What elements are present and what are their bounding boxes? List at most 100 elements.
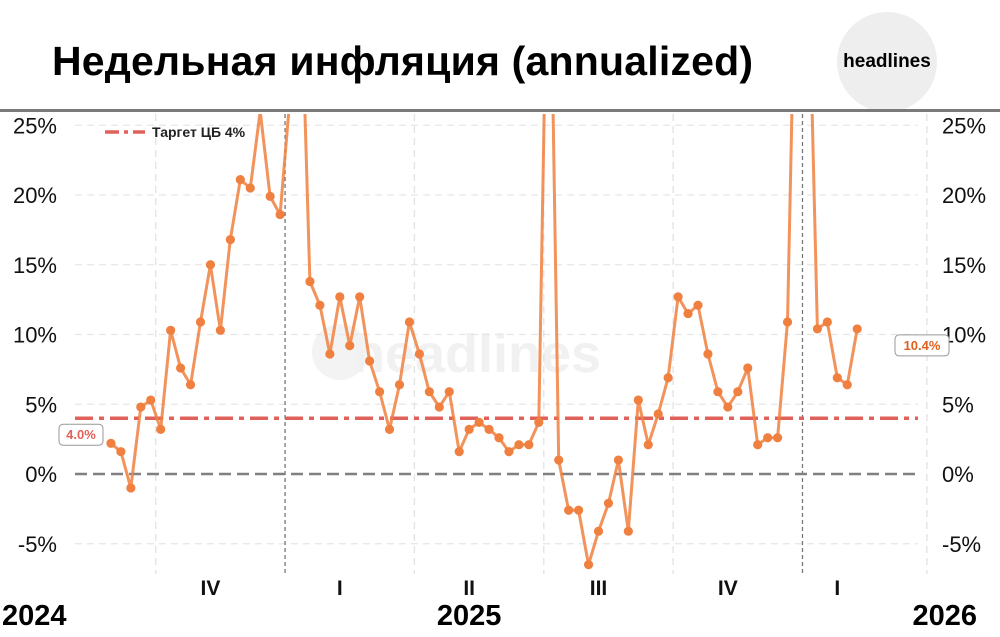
- data-point: [733, 387, 743, 397]
- data-point: [643, 440, 653, 450]
- data-point: [235, 175, 245, 185]
- data-point: [454, 447, 464, 457]
- data-point: [653, 409, 663, 419]
- data-point: [245, 183, 255, 193]
- data-point: [106, 438, 116, 448]
- data-point: [583, 560, 594, 570]
- data-point: [703, 349, 713, 359]
- watermark-text: headlines: [352, 324, 601, 384]
- data-point: [832, 373, 842, 383]
- data-point: [504, 447, 514, 457]
- data-point: [136, 402, 146, 412]
- page-title: Недельная инфляция (annualized): [52, 38, 754, 84]
- quarter-label: III: [590, 577, 608, 600]
- data-point: [842, 380, 852, 390]
- data-point: [693, 300, 703, 310]
- target-value-box: [58, 423, 104, 446]
- logo-text: headlines: [843, 51, 931, 72]
- data-point: [713, 387, 723, 397]
- data-point: [146, 395, 156, 405]
- data-point: [494, 433, 504, 443]
- data-point: [723, 402, 733, 412]
- data-point: [554, 455, 564, 465]
- data-point: [126, 483, 136, 493]
- y-tick-left: 25%: [13, 113, 57, 138]
- quarter-label: I: [337, 577, 343, 600]
- data-point: [265, 191, 275, 201]
- data-point: [484, 424, 494, 434]
- data-point: [375, 387, 385, 397]
- data-point: [325, 349, 335, 359]
- legend: Таргет ЦБ 4%: [105, 124, 246, 140]
- data-point: [185, 380, 196, 390]
- data-point: [414, 349, 424, 359]
- last-value-box: [894, 334, 950, 357]
- y-tick-right: 20%: [942, 183, 986, 208]
- quarter-label: IV: [201, 577, 221, 600]
- y-tick-right: 5%: [942, 392, 974, 417]
- y-tick-left: -5%: [18, 532, 57, 557]
- data-point: [743, 363, 753, 373]
- quarter-label: I: [834, 577, 840, 600]
- header-divider: [0, 109, 1000, 112]
- data-point: [574, 505, 584, 515]
- year-label: 2025: [437, 600, 502, 632]
- data-point: [315, 300, 325, 310]
- y-tick-left: 20%: [13, 183, 57, 208]
- data-point: [215, 325, 225, 335]
- data-point: [424, 387, 434, 397]
- y-tick-right: 0%: [942, 462, 974, 487]
- data-point: [782, 317, 793, 327]
- data-point: [613, 455, 624, 465]
- y-tick-right: 15%: [942, 253, 986, 278]
- data-point: [534, 417, 544, 427]
- data-point: [176, 363, 186, 373]
- data-point: [564, 505, 574, 515]
- year-label: 2024: [2, 600, 67, 632]
- data-point: [394, 380, 405, 390]
- data-point: [603, 498, 614, 508]
- data-point: [464, 424, 474, 434]
- data-point: [444, 387, 454, 397]
- data-point: [524, 440, 534, 450]
- data-point: [812, 324, 823, 334]
- data-point: [116, 447, 126, 457]
- data-point: [633, 395, 643, 405]
- y-tick-left: 5%: [25, 392, 57, 417]
- data-point: [384, 424, 395, 434]
- data-point: [205, 260, 216, 270]
- data-point: [763, 433, 773, 443]
- data-point: [335, 292, 345, 302]
- y-tick-left: 10%: [13, 323, 57, 348]
- target-value-label: 4.0%: [66, 427, 96, 442]
- quarter-label: II: [463, 577, 475, 600]
- y-tick-left: 0%: [25, 462, 57, 487]
- data-point: [166, 325, 176, 335]
- last-value-label: 10.4%: [904, 338, 941, 353]
- series-line: [110, 114, 859, 567]
- data-point: [404, 317, 415, 327]
- data-point: [275, 209, 285, 220]
- quarter-label: IV: [718, 577, 738, 600]
- data-point: [593, 526, 604, 536]
- data-point: [195, 317, 206, 327]
- data-point: [673, 292, 683, 302]
- data-point: [773, 433, 783, 443]
- data-point: [822, 317, 832, 327]
- data-point: [355, 292, 365, 302]
- data-point: [474, 417, 484, 427]
- year-label: 2026: [912, 600, 977, 632]
- data-point: [663, 373, 673, 383]
- data-point: [305, 276, 315, 287]
- data-point: [225, 235, 235, 245]
- legend-label: Таргет ЦБ 4%: [152, 124, 246, 140]
- data-point: [156, 424, 166, 434]
- data-point: [514, 440, 524, 450]
- y-tick-right: -5%: [942, 532, 981, 557]
- data-point: [623, 526, 633, 536]
- data-point: [852, 324, 862, 334]
- data-point: [345, 341, 355, 351]
- data-point: [683, 308, 693, 319]
- data-point: [365, 356, 375, 366]
